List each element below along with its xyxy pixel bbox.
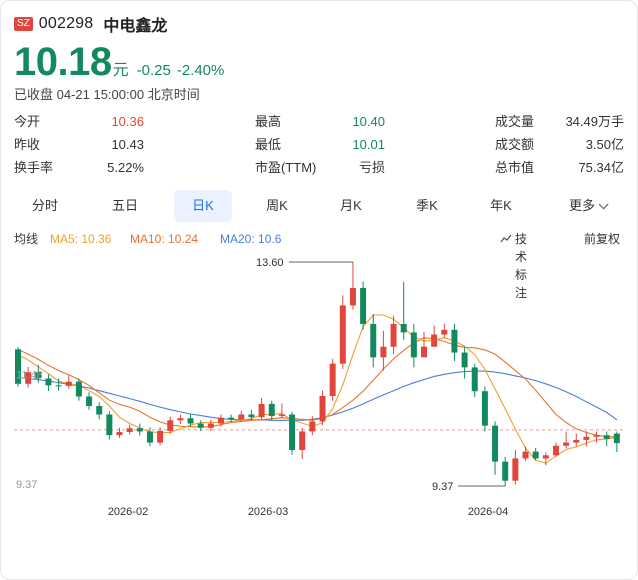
stat-label: 最高 [255,114,282,129]
stat-amount: 成交额 3.50亿 [495,135,624,155]
stat-label: 成交额 [495,137,535,152]
stat-value: 10.40 [352,114,385,129]
line-chart-icon [500,234,512,243]
tab-more-label: 更多 [568,198,595,213]
stat-label: 成交量 [495,114,535,129]
stats-grid: 今开 10.36 昨收 10.43 换手率 5.22% 最高 10.40 最低 … [14,112,624,178]
ma10-value: MA10: 10.24 [130,232,199,246]
price-unit: 元 [112,62,129,79]
exchange-badge: SZ [14,17,33,31]
price-row: 10.18 元 -0.25 -2.40% [14,40,224,85]
title-row: SZ 002298 中电鑫龙 [14,12,167,36]
tab-monthly-k[interactable]: 月K [340,198,362,213]
stat-value: 亏损 [358,160,385,175]
price-change-pct: -2.40% [176,62,225,79]
chevron-down-icon [598,199,609,210]
stat-value: 10.36 [111,114,144,129]
tab-five-day[interactable]: 五日 [111,198,138,213]
stat-market-cap: 总市值 75.34亿 [495,158,624,178]
stat-value: 34.49万手 [565,114,624,129]
tab-quarterly-k[interactable]: 季K [416,198,438,213]
tab-yearly-k[interactable]: 年K [490,198,512,213]
ma-legend-row: 均线 MA5: 10.36 MA10: 10.24 MA20: 10.6 技术标… [14,230,624,300]
stat-high: 最高 10.40 [255,112,385,132]
stat-turnover: 换手率 5.22% [14,158,144,178]
period-tabs: 分时 五日 日K 周K 月K 季K 年K 更多 [14,190,624,222]
ma-label: 均线 [14,232,39,246]
ma20-value: MA20: 10.6 [220,232,282,246]
market-status: 已收盘 04-21 15:00:00 北京时间 [14,87,200,102]
stat-value: 75.34亿 [578,160,624,175]
stat-prev-close: 昨收 10.43 [14,135,144,155]
tab-intraday[interactable]: 分时 [31,198,58,213]
stat-label: 换手率 [14,160,54,175]
ma5-value: MA5: 10.36 [50,232,112,246]
stat-pe: 市盈(TTM) 亏损 [255,158,385,178]
stat-volume: 成交量 34.49万手 [495,112,624,132]
stat-low: 最低 10.01 [255,135,385,155]
stat-open: 今开 10.36 [14,112,144,132]
stat-label: 最低 [255,137,282,152]
stat-label: 今开 [14,114,41,129]
tech-annotation-label: 技术标注 [515,232,528,300]
tab-daily-k[interactable]: 日K [174,190,232,222]
tech-annotation-toggle[interactable]: 技术标注 [500,230,527,300]
stat-label: 昨收 [14,137,41,152]
stat-label: 总市值 [495,160,535,175]
tab-weekly-k[interactable]: 周K [266,198,288,213]
stat-value: 5.22% [107,160,144,175]
price-change: -0.25 [136,62,171,79]
last-price: 10.18 [14,40,112,84]
stat-label: 市盈(TTM) [255,160,317,175]
stat-value: 10.01 [352,137,385,152]
stat-value: 10.43 [111,137,144,152]
stock-name: 中电鑫龙 [103,18,168,35]
adjust-mode-toggle[interactable]: 前复权 [584,232,621,246]
stock-code: 002298 [38,15,94,32]
tab-more[interactable]: 更多 [554,190,620,222]
stat-value: 3.50亿 [585,137,624,152]
